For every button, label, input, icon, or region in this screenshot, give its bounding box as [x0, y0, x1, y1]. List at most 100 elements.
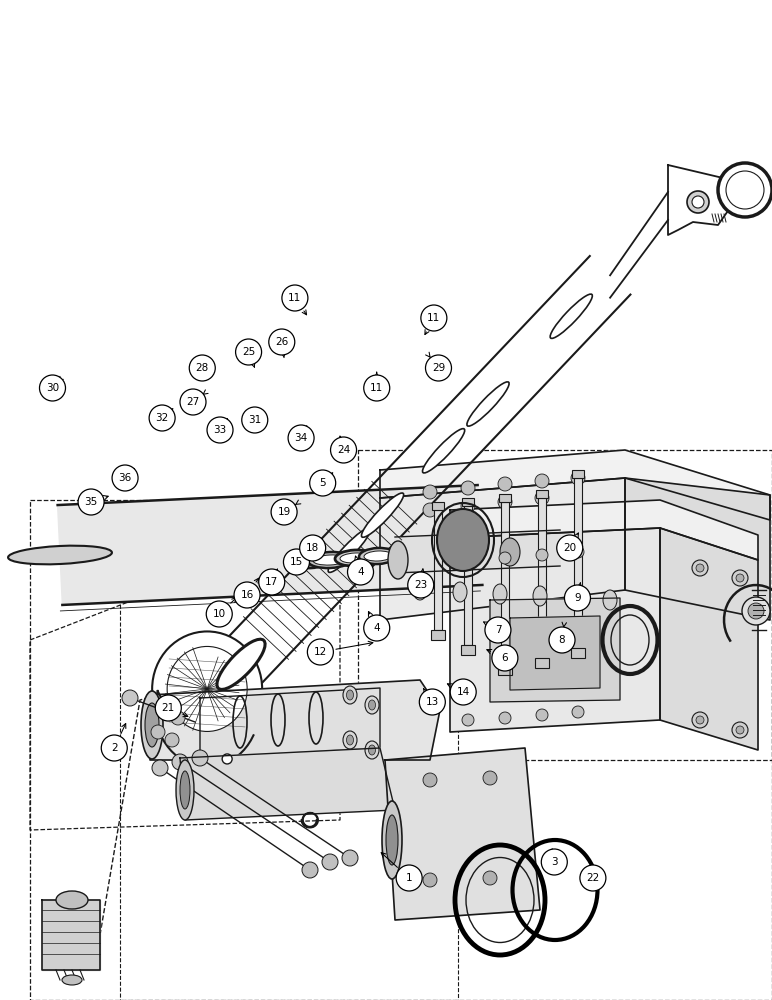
Circle shape — [396, 865, 422, 891]
Circle shape — [571, 471, 585, 485]
Circle shape — [307, 639, 334, 665]
Circle shape — [207, 417, 233, 443]
Circle shape — [234, 582, 260, 608]
Ellipse shape — [168, 646, 247, 731]
Text: 21: 21 — [161, 703, 175, 713]
Text: 11: 11 — [288, 293, 302, 303]
Ellipse shape — [568, 588, 582, 608]
Circle shape — [310, 470, 336, 496]
Bar — [499, 494, 511, 502]
Text: 4: 4 — [357, 567, 364, 577]
Ellipse shape — [176, 760, 194, 820]
Circle shape — [271, 499, 297, 525]
Polygon shape — [625, 478, 770, 620]
Ellipse shape — [453, 582, 467, 602]
Circle shape — [421, 305, 447, 331]
Circle shape — [122, 690, 138, 706]
Circle shape — [692, 196, 704, 208]
Bar — [535, 658, 549, 668]
Text: 26: 26 — [275, 337, 289, 347]
Ellipse shape — [386, 815, 398, 865]
Circle shape — [499, 552, 511, 564]
Text: 11: 11 — [427, 313, 441, 323]
Text: 24: 24 — [337, 445, 350, 455]
Circle shape — [283, 549, 310, 575]
Circle shape — [492, 645, 518, 671]
Circle shape — [692, 560, 708, 576]
Circle shape — [748, 603, 764, 619]
Bar — [571, 648, 585, 658]
Ellipse shape — [368, 700, 375, 710]
Circle shape — [425, 355, 452, 381]
Text: 34: 34 — [294, 433, 308, 443]
Ellipse shape — [382, 801, 402, 879]
Polygon shape — [660, 528, 758, 750]
Circle shape — [696, 716, 704, 724]
Text: 11: 11 — [370, 383, 384, 393]
Ellipse shape — [328, 528, 371, 572]
Circle shape — [78, 489, 104, 515]
Circle shape — [222, 754, 232, 764]
Circle shape — [499, 712, 511, 724]
Circle shape — [364, 615, 390, 641]
Text: 27: 27 — [186, 397, 200, 407]
Circle shape — [687, 191, 709, 213]
Text: 10: 10 — [212, 609, 226, 619]
Circle shape — [302, 862, 318, 878]
Bar — [464, 506, 472, 645]
Circle shape — [242, 407, 268, 433]
Circle shape — [535, 474, 549, 488]
Bar — [434, 510, 442, 630]
Circle shape — [572, 706, 584, 718]
Circle shape — [112, 465, 138, 491]
Circle shape — [419, 689, 445, 715]
Circle shape — [536, 549, 548, 561]
Ellipse shape — [56, 891, 88, 909]
Circle shape — [347, 559, 374, 585]
Circle shape — [259, 569, 285, 595]
Ellipse shape — [388, 541, 408, 579]
Bar — [431, 630, 445, 640]
Circle shape — [498, 477, 512, 491]
Circle shape — [483, 871, 497, 885]
Text: 5: 5 — [320, 478, 326, 488]
Ellipse shape — [152, 631, 262, 746]
Circle shape — [235, 339, 262, 365]
Text: 2: 2 — [111, 743, 117, 753]
Text: 23: 23 — [414, 580, 428, 590]
Bar — [538, 498, 546, 658]
Ellipse shape — [180, 771, 190, 809]
Circle shape — [155, 695, 181, 721]
Circle shape — [450, 679, 476, 705]
Ellipse shape — [550, 294, 592, 338]
Ellipse shape — [335, 550, 375, 566]
Circle shape — [322, 854, 338, 870]
Text: 36: 36 — [118, 473, 132, 483]
Polygon shape — [450, 500, 758, 560]
Text: 1: 1 — [406, 873, 412, 883]
Text: 7: 7 — [495, 625, 501, 635]
Circle shape — [282, 285, 308, 311]
Text: 30: 30 — [46, 383, 59, 393]
Bar — [498, 665, 512, 675]
Ellipse shape — [368, 745, 375, 755]
Circle shape — [165, 733, 179, 747]
Circle shape — [726, 171, 764, 209]
Ellipse shape — [62, 975, 82, 985]
Circle shape — [39, 375, 66, 401]
Bar — [572, 470, 584, 478]
Ellipse shape — [437, 509, 489, 571]
Polygon shape — [395, 530, 560, 573]
Circle shape — [101, 735, 127, 761]
Circle shape — [342, 850, 358, 866]
Text: 4: 4 — [374, 623, 380, 633]
Text: 31: 31 — [248, 415, 262, 425]
Circle shape — [269, 329, 295, 355]
Polygon shape — [490, 598, 620, 702]
Circle shape — [189, 355, 215, 381]
Ellipse shape — [460, 541, 480, 569]
Ellipse shape — [422, 429, 465, 473]
Circle shape — [736, 726, 744, 734]
Polygon shape — [668, 165, 730, 235]
Circle shape — [696, 564, 704, 572]
